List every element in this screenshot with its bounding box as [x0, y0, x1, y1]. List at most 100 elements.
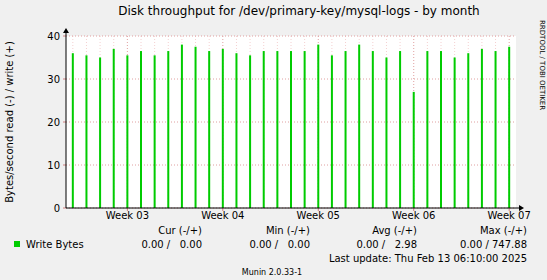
x-grid-line: [236, 36, 237, 208]
bar: [85, 55, 87, 208]
bar: [208, 51, 210, 208]
bar: [331, 55, 333, 208]
x-grid-line: [263, 36, 264, 208]
bar: [290, 51, 292, 208]
bar: [495, 51, 497, 208]
x-grid-line: [168, 36, 169, 208]
background: [0, 0, 547, 280]
bar: [317, 45, 319, 208]
x-grid-line: [113, 36, 114, 208]
bar: [413, 92, 415, 208]
x-grid-line: [481, 36, 482, 208]
stats-value: 0.00 / 0.00: [141, 239, 202, 250]
x-grid-line: [277, 36, 278, 208]
x-tick-label: Week 05: [297, 210, 340, 221]
x-grid-line: [359, 36, 360, 208]
x-grid-line: [154, 36, 155, 208]
y-tick-label: 0: [54, 203, 60, 214]
y-grid-line: [66, 36, 516, 37]
y-tick-label: 40: [47, 31, 60, 42]
x-axis: [66, 208, 520, 209]
x-grid-line: [400, 36, 401, 208]
stats-header: Avg (-/+): [372, 225, 417, 236]
x-grid-line: [209, 36, 210, 208]
bar: [481, 49, 483, 208]
y-axis-arrow: [63, 28, 69, 33]
x-axis-arrow: [519, 205, 524, 211]
bar: [399, 51, 401, 208]
x-grid-line: [304, 36, 305, 208]
bar: [345, 51, 347, 208]
x-grid-line: [468, 36, 469, 208]
x-grid-line: [413, 36, 414, 208]
bar: [358, 45, 360, 208]
bar: [440, 51, 442, 208]
x-grid-line: [454, 36, 455, 208]
bars: [72, 45, 510, 208]
munin-version: Munin 2.0.33-1: [242, 268, 302, 277]
x-grid-line: [222, 36, 223, 208]
bar: [235, 53, 237, 208]
bar: [181, 45, 183, 208]
stats-value: 0.00 / 2.98: [356, 239, 417, 250]
stats-header: Max (-/+): [480, 225, 527, 236]
bar: [140, 51, 142, 208]
x-tick-label: Week 04: [201, 210, 244, 221]
bar: [72, 53, 74, 208]
x-grid-line: [250, 36, 251, 208]
x-grid-line: [86, 36, 87, 208]
stats-value: 0.00 / 0.00: [249, 239, 310, 250]
x-grid-line: [386, 36, 387, 208]
x-grid-line: [441, 36, 442, 208]
chart: Disk throughput for /dev/primary-key/mys…: [0, 0, 547, 280]
x-grid-line: [141, 36, 142, 208]
x-grid-line: [181, 36, 182, 208]
x-grid-line: [72, 36, 73, 208]
plot-area: [66, 36, 516, 208]
last-update: Last update: Thu Feb 13 06:10:00 2025: [329, 253, 527, 264]
x-grid-line: [291, 36, 292, 208]
x-grid-line: [427, 36, 428, 208]
bar: [426, 51, 428, 208]
bar: [222, 49, 224, 208]
y-axis: [66, 32, 67, 208]
bar: [154, 55, 156, 208]
legend-swatch: [14, 241, 20, 247]
bar: [126, 55, 128, 208]
x-grid-line: [509, 36, 510, 208]
bar: [372, 51, 374, 208]
x-grid-line: [345, 36, 346, 208]
bar: [167, 51, 169, 208]
x-grid-line: [318, 36, 319, 208]
y-tick-label: 10: [47, 160, 60, 171]
x-grid-line: [127, 36, 128, 208]
bar: [385, 58, 387, 209]
x-tick-label: Week 03: [106, 210, 149, 221]
y-tick-label: 20: [47, 117, 60, 128]
bar: [263, 51, 265, 208]
rrdtool-credit: RRDTOOL / TOBI OETIKER: [538, 20, 546, 110]
x-grid-line: [100, 36, 101, 208]
x-tick-label: Week 06: [392, 210, 435, 221]
x-grid-line: [195, 36, 196, 208]
stats-value: 0.00 / 747.88: [460, 239, 527, 250]
bar: [249, 55, 251, 208]
bar: [454, 58, 456, 209]
stats-header: Min (-/+): [266, 225, 310, 236]
y-tick-label: 30: [47, 74, 60, 85]
bar: [99, 58, 101, 209]
x-grid-line: [495, 36, 496, 208]
bar: [276, 51, 278, 208]
title: Disk throughput for /dev/primary-key/mys…: [118, 4, 479, 18]
legend-label: Write Bytes: [26, 239, 84, 250]
y-axis-label: Bytes/second read (-) / write (+): [4, 41, 15, 203]
bar: [113, 49, 115, 208]
bar: [304, 51, 306, 208]
x-grid-line: [331, 36, 332, 208]
bar: [195, 47, 197, 208]
bar: [508, 47, 510, 208]
x-grid-line: [372, 36, 373, 208]
bar: [467, 53, 469, 208]
stats-header: Cur (-/+): [158, 225, 202, 236]
x-tick-label: Week 07: [488, 210, 531, 221]
